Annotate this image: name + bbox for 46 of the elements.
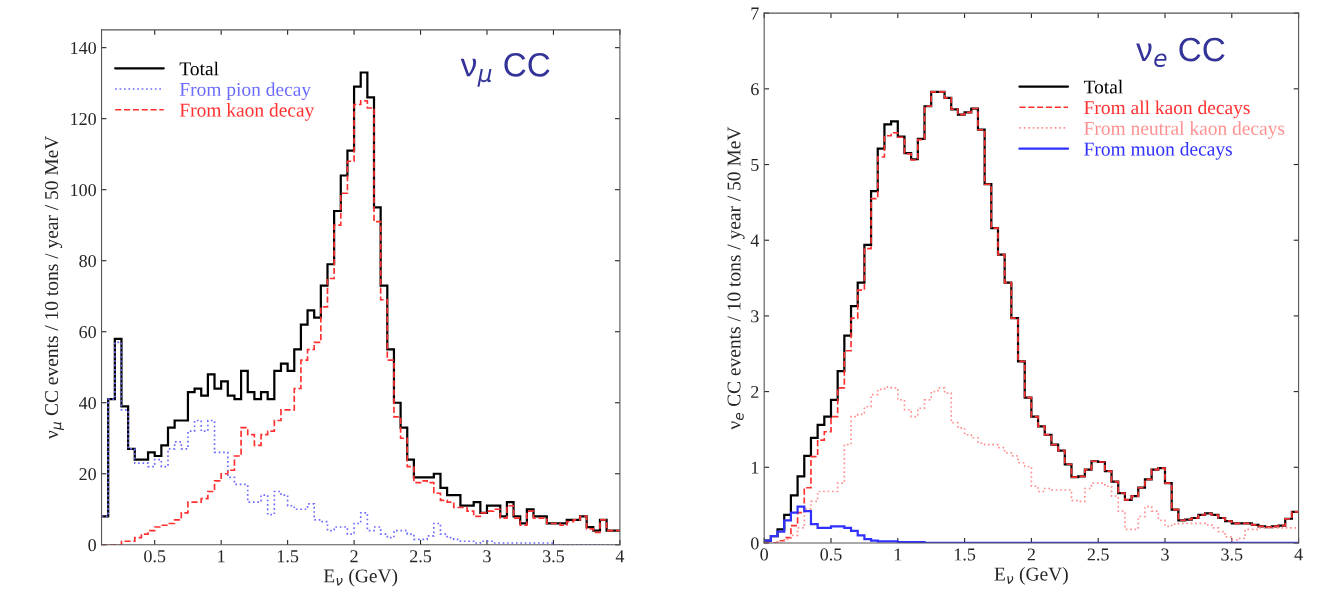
y-tick-label: 20 [79, 468, 96, 481]
y-tick-label: 5 [751, 158, 759, 171]
y-tick-label: 80 [79, 254, 96, 268]
y-tick-label: 0 [88, 539, 96, 552]
y-tick-label: 120 [71, 112, 96, 126]
y-tick-label: 6 [751, 83, 759, 96]
y-axis-title: ν$_{μ}$ CC events / 10 tons / year / 50 MeV [44, 135, 64, 439]
x-tick-label: 1.5 [954, 548, 976, 561]
x-tick-label: 1 [218, 550, 225, 563]
y-tick-label: 4 [750, 234, 760, 247]
x-tick-label: 1.5 [277, 550, 299, 563]
x-tick-label: 3.5 [543, 550, 565, 563]
x-tick-label: 4 [615, 550, 625, 563]
annotation: ν$_{e}$ CC [1136, 37, 1225, 67]
y-tick-label: 40 [78, 397, 96, 410]
x-tick-label: 4 [1294, 548, 1303, 561]
x-tick-label: 3 [1161, 548, 1169, 561]
legend-label: From muon decays [1084, 141, 1232, 160]
x-axis-title: E$_{ν}$ (GeV) [323, 568, 398, 587]
y-tick-label: 60 [79, 325, 96, 339]
x-tick-label: 0 [760, 548, 769, 561]
legend-label: From kaon decay [179, 103, 315, 121]
y-tick-label: 3 [751, 310, 759, 323]
y-tick-label: 0 [750, 537, 759, 550]
x-tick-label: 2 [350, 550, 358, 563]
y-tick-label: 100 [71, 183, 96, 197]
annotation: ν$_{μ}$ CC [460, 53, 550, 87]
y-tick-label: 1 [751, 461, 759, 474]
x-tick-label: 2 [1027, 548, 1035, 561]
x-tick-label: 3.5 [1221, 548, 1243, 561]
x-tick-label: 1 [894, 548, 902, 561]
y-tick-label: 140 [71, 41, 96, 55]
y-tick-label: 7 [751, 7, 759, 20]
x-axis-title: E$_{ν}$ (GeV) [994, 567, 1068, 585]
legend-label: From all kaon decays [1084, 100, 1250, 119]
x-tick-label: 0.5 [820, 548, 842, 561]
legend-label: Total [179, 61, 219, 76]
legend-label: From pion decay [179, 82, 311, 101]
x-tick-label: 0.5 [144, 550, 166, 563]
y-tick-label: 2 [751, 385, 759, 398]
x-tick-label: 2.5 [1087, 548, 1109, 561]
y-axis-title: ν$_{e}$ CC events / 10 tons / year / 50 MeV [727, 126, 745, 430]
x-tick-label: 3 [483, 550, 491, 563]
legend-label: Total [1083, 79, 1123, 94]
x-tick-label: 2.5 [410, 550, 432, 563]
legend-label: From neutral kaon decays [1084, 121, 1285, 139]
